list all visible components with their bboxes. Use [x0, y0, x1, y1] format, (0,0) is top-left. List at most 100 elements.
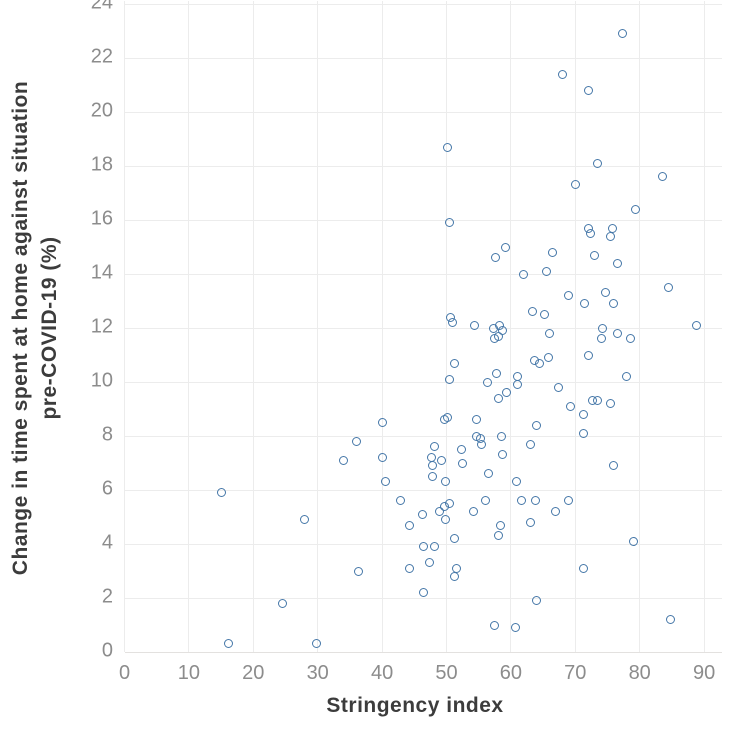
data-point [579, 428, 589, 438]
data-point [444, 499, 454, 508]
data-point [597, 334, 607, 344]
data-point [613, 258, 623, 268]
gridline-y-12 [124, 327, 722, 329]
data-point [311, 639, 321, 649]
data-point [580, 299, 590, 309]
data-point [519, 269, 529, 279]
data-point [477, 439, 487, 449]
data-point [482, 377, 492, 387]
data-point [469, 507, 479, 517]
data-point [469, 320, 479, 330]
y-tick-label-2: 2 [101, 585, 113, 608]
data-point [579, 563, 589, 573]
data-point [511, 477, 521, 487]
data-point [545, 328, 555, 338]
data-point [510, 623, 520, 633]
x-tick-label-70: 70 [564, 662, 587, 684]
data-point [606, 231, 616, 241]
data-point [597, 323, 607, 333]
data-point [427, 461, 437, 471]
data-point [630, 204, 640, 214]
data-point [419, 588, 429, 598]
gridline-y-18 [124, 165, 722, 167]
data-point [586, 229, 596, 238]
data-point [606, 399, 616, 409]
data-point [548, 247, 558, 257]
gridline-x-80 [639, 1, 641, 652]
gridline-x-60 [510, 1, 512, 652]
gridline-y-14 [124, 273, 722, 275]
data-point [444, 374, 454, 384]
data-point [609, 461, 619, 471]
data-point [557, 69, 567, 79]
gridline-y-2 [124, 597, 722, 599]
y-tick-label-4: 4 [101, 531, 113, 554]
data-point [440, 515, 450, 525]
data-point [532, 420, 542, 430]
gridline-x-90 [703, 1, 705, 652]
data-point [517, 496, 527, 506]
y-tick-label-0: 0 [101, 639, 113, 662]
data-point [458, 458, 468, 468]
x-tick-label-0: 0 [118, 662, 131, 684]
data-point [483, 469, 493, 479]
data-point [666, 615, 676, 625]
y-axis-title-line1: Change in time spent at home against sit… [9, 80, 32, 576]
data-point [590, 250, 600, 260]
x-axis-title: Stringency index [326, 694, 504, 717]
data-point [489, 620, 499, 630]
data-point [428, 472, 438, 481]
data-point [277, 598, 287, 608]
gridline-y-22 [124, 57, 722, 59]
data-point [691, 320, 701, 330]
x-tick-label-50: 50 [435, 662, 458, 684]
data-point [418, 509, 428, 519]
x-tick-label-10: 10 [177, 662, 201, 684]
data-point [300, 515, 310, 525]
data-point [338, 455, 348, 465]
y-tick-label-20: 20 [90, 99, 113, 122]
data-point [621, 372, 631, 382]
y-axis-title-line2: pre-COVID-19 (%) [38, 236, 61, 420]
x-tick-label-60: 60 [499, 662, 523, 684]
data-point [618, 29, 628, 39]
y-tick-label-16: 16 [90, 207, 113, 230]
gridline-y-10 [124, 381, 722, 383]
data-point [525, 439, 535, 449]
data-point [593, 158, 603, 168]
data-point [664, 283, 674, 292]
gridline-y-0 [124, 651, 722, 653]
data-point [551, 507, 561, 517]
data-point [404, 520, 414, 530]
gridline-x-70 [574, 1, 576, 652]
data-point [449, 571, 459, 581]
data-point [583, 85, 593, 95]
data-point [492, 369, 502, 379]
x-tick-label-90: 90 [692, 662, 716, 684]
data-point [628, 536, 638, 546]
data-point [501, 242, 511, 252]
data-point [472, 415, 482, 425]
data-point [498, 450, 508, 460]
data-point [224, 639, 234, 649]
data-point [449, 534, 459, 544]
y-tick-label-14: 14 [90, 261, 113, 284]
data-point [535, 358, 545, 368]
data-point [445, 218, 455, 228]
data-point [601, 288, 611, 298]
data-point [496, 431, 506, 441]
data-point [541, 266, 551, 276]
data-point [354, 566, 364, 576]
gridline-x-20 [252, 1, 254, 652]
data-point [351, 436, 361, 446]
data-point [405, 563, 415, 573]
data-point [395, 496, 405, 506]
data-point [501, 388, 511, 398]
data-point [554, 382, 564, 392]
gridline-x-40 [381, 1, 383, 652]
data-point [626, 334, 636, 344]
data-point [496, 520, 506, 530]
data-point [566, 401, 576, 411]
data-point [377, 453, 387, 463]
data-point [570, 180, 580, 190]
